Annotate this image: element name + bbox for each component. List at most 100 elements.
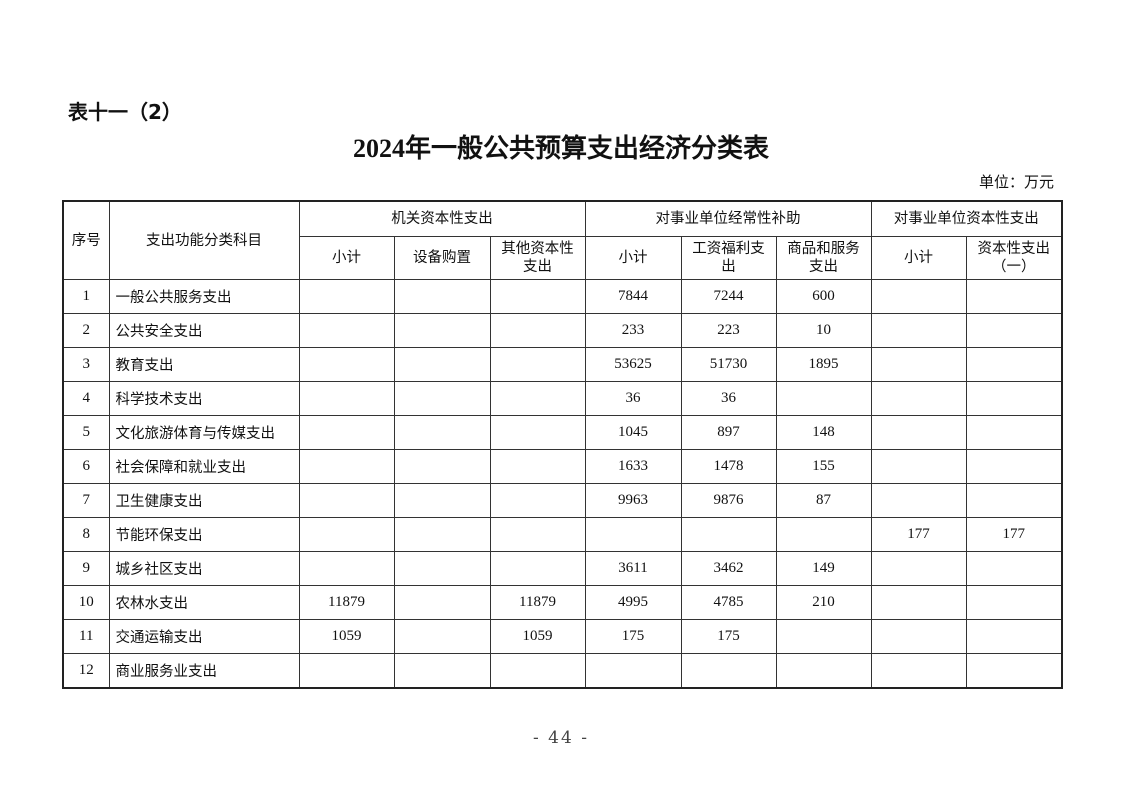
row-value-cell [965,551,1063,586]
row-value-cell: 233 [584,313,682,348]
row-value-cell [965,279,1063,314]
row-seq: 11 [62,619,110,654]
row-seq: 6 [62,449,110,484]
row-category: 教育支出 [108,347,300,382]
row-value-cell [298,347,395,382]
table-row: 9 城乡社区支出 3611 3462 149 [62,551,1063,586]
row-value-cell [393,585,491,620]
page-title: 2024年一般公共预算支出经济分类表 [352,134,769,163]
row-value-cell [775,517,872,552]
header-g1-other: 其他资本性支出 [489,236,586,280]
row-value-cell [393,517,491,552]
row-category: 科学技术支出 [108,381,300,416]
row-value-cell [965,449,1063,484]
row-value-cell [298,517,395,552]
row-value-cell [870,381,967,416]
row-value-cell [870,449,967,484]
row-value-cell [870,279,967,314]
row-value-cell [393,313,491,348]
row-value-cell [298,381,395,416]
header-seq: 序号 [62,200,110,280]
header-g2-subtotal: 小计 [584,236,682,280]
row-value-cell [775,381,872,416]
unit-label: 单位：万元 [978,173,1054,191]
row-value-cell: 9876 [680,483,777,518]
row-value-cell: 7844 [584,279,682,314]
table-row: 8 节能环保支出 177 177 [62,517,1063,552]
row-seq: 9 [62,551,110,586]
row-value-cell [584,653,682,689]
row-category: 商业服务业支出 [108,653,300,689]
row-value-cell [489,347,586,382]
row-value-cell [298,415,395,450]
row-value-cell: 175 [680,619,777,654]
row-value-cell [965,619,1063,654]
row-value-cell [298,551,395,586]
row-value-cell [680,653,777,689]
row-category: 农林水支出 [108,585,300,620]
row-value-cell [489,381,586,416]
row-category: 卫生健康支出 [108,483,300,518]
row-value-cell: 51730 [680,347,777,382]
row-value-cell [870,483,967,518]
row-value-cell: 3462 [680,551,777,586]
row-seq: 5 [62,415,110,450]
row-value-cell [870,347,967,382]
header-group-agency-capital: 机关资本性支出 [298,200,586,237]
row-value-cell [870,653,967,689]
row-value-cell [489,449,586,484]
header-category: 支出功能分类科目 [108,200,300,280]
row-value-cell [965,483,1063,518]
row-value-cell: 87 [775,483,872,518]
row-value-cell: 177 [870,517,967,552]
row-value-cell: 148 [775,415,872,450]
header-g1-equipment: 设备购置 [393,236,491,280]
row-value-cell [775,653,872,689]
row-value-cell [584,517,682,552]
row-value-cell: 36 [680,381,777,416]
header-g2-wages: 工资福利支出 [680,236,777,280]
row-category: 节能环保支出 [108,517,300,552]
row-value-cell [870,551,967,586]
row-value-cell: 1059 [489,619,586,654]
row-value-cell: 11879 [489,585,586,620]
row-seq: 8 [62,517,110,552]
row-value-cell [870,619,967,654]
row-value-cell [680,517,777,552]
row-value-cell [393,279,491,314]
row-value-cell: 600 [775,279,872,314]
row-value-cell: 177 [965,517,1063,552]
row-value-cell [298,653,395,689]
row-seq: 4 [62,381,110,416]
row-category: 文化旅游体育与传媒支出 [108,415,300,450]
row-value-cell [775,619,872,654]
row-value-cell [870,585,967,620]
header-g3-subtotal: 小计 [870,236,967,280]
header-group-institution-capital: 对事业单位资本性支出 [870,200,1063,237]
row-value-cell [965,381,1063,416]
row-value-cell: 9963 [584,483,682,518]
table-row: 11 交通运输支出 1059 1059 175 175 [62,619,1063,654]
row-value-cell: 4995 [584,585,682,620]
row-value-cell [489,279,586,314]
row-value-cell [298,279,395,314]
row-value-cell: 11879 [298,585,395,620]
row-value-cell: 1478 [680,449,777,484]
table-row: 2 公共安全支出 233 223 10 [62,313,1063,348]
row-value-cell [489,551,586,586]
row-seq: 3 [62,347,110,382]
row-value-cell [393,483,491,518]
row-value-cell [393,415,491,450]
row-value-cell [298,483,395,518]
row-value-cell [393,347,491,382]
header-g3-capital: 资本性支出（一） [965,236,1063,280]
row-seq: 12 [62,653,110,689]
row-seq: 10 [62,585,110,620]
row-value-cell [393,653,491,689]
row-value-cell: 4785 [680,585,777,620]
row-category: 交通运输支出 [108,619,300,654]
row-seq: 1 [62,279,110,314]
row-value-cell [870,313,967,348]
row-value-cell [489,483,586,518]
table-label: 表十一（2） [68,100,182,124]
